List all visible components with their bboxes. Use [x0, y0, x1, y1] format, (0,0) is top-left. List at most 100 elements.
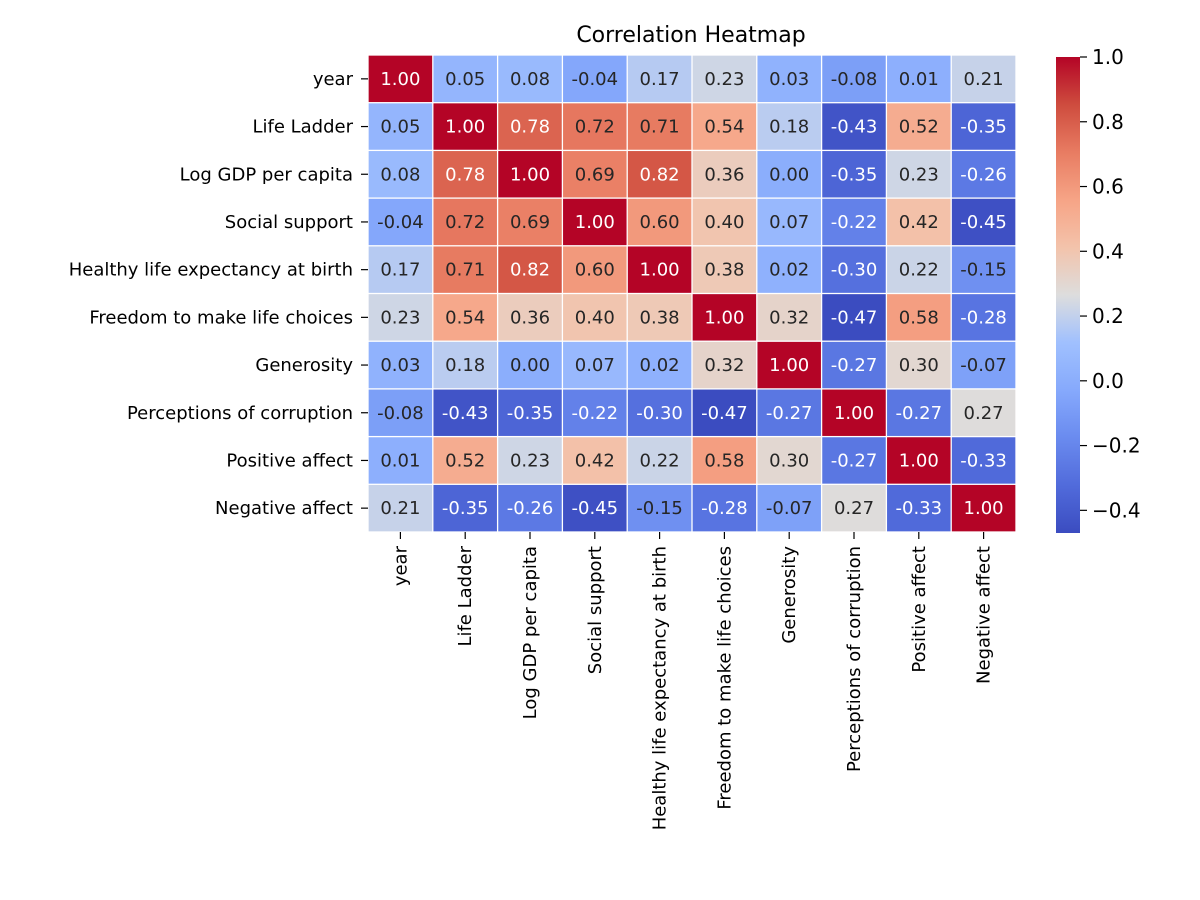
heatmap-cell-label: -0.26: [960, 164, 1007, 185]
heatmap-cell-label: 0.08: [380, 164, 420, 185]
heatmap-cell-label: 0.30: [899, 355, 939, 376]
heatmap-cell: [951, 294, 1016, 341]
colorbar-tick-label: 0.6: [1092, 175, 1124, 199]
heatmap-cell-label: 1.00: [769, 355, 809, 376]
heatmap-cell-label: 0.21: [380, 498, 420, 519]
heatmap-cell-label: 0.54: [704, 117, 744, 138]
x-tick-label: Life Ladder: [455, 545, 476, 646]
colorbar: 1.0 0.8 0.6 0.4 0.2 0.0 −0.2 −0.4: [1056, 45, 1141, 533]
heatmap-cell: [692, 246, 757, 293]
heatmap-cell-label: 0.00: [769, 164, 809, 185]
heatmap-cell-label: 0.05: [380, 117, 420, 138]
x-tick-label: Generosity: [779, 546, 800, 644]
y-tick-label: Freedom to make life choices: [89, 307, 353, 328]
heatmap-cell: [433, 341, 497, 389]
x-tick-label: Perceptions of corruption: [844, 546, 865, 772]
heatmap-cell-label: -0.35: [831, 164, 878, 185]
heatmap-cell: [692, 55, 757, 103]
x-tick-label: Negative affect: [974, 546, 995, 684]
heatmap-cell-label: 0.54: [445, 307, 485, 328]
heatmap-cell-label: -0.08: [831, 69, 878, 90]
heatmap-cell-label: 0.52: [445, 450, 485, 471]
heatmap-cell: [757, 246, 821, 293]
heatmap-cell: [498, 437, 562, 484]
heatmap-cell: [627, 103, 692, 150]
heatmap-cell: [887, 484, 951, 532]
y-tick-label: year: [313, 69, 354, 90]
colorbar-tick-label: −0.2: [1092, 434, 1141, 458]
heatmap-cell-label: 0.42: [899, 212, 939, 233]
heatmap-cell: [692, 294, 757, 341]
heatmap-cell-label: 0.05: [445, 69, 485, 90]
heatmap-cell: [822, 294, 886, 341]
heatmap-cell-label: 1.00: [834, 403, 874, 424]
heatmap-cell-label: 0.38: [640, 307, 680, 328]
heatmap-cell: [822, 246, 886, 293]
heatmap-cell: [757, 294, 821, 341]
heatmap-cell-label: -0.07: [766, 498, 813, 519]
heatmap-cell: [433, 389, 497, 436]
heatmap-cell: [692, 437, 757, 484]
y-tick-label: Social support: [225, 212, 353, 233]
heatmap-cell: [822, 484, 886, 532]
heatmap-cell: [951, 484, 1016, 532]
heatmap-cell: [433, 198, 497, 246]
heatmap-cell-label: 0.07: [575, 355, 615, 376]
heatmap-cell-label: -0.08: [377, 403, 424, 424]
heatmap-cell: [627, 151, 692, 198]
colorbar-tick-label: 0.0: [1092, 369, 1124, 393]
heatmap-cell: [822, 151, 886, 198]
heatmap-cell-label: 0.36: [510, 307, 550, 328]
x-tick-label: Positive affect: [909, 546, 930, 673]
heatmap-cell-label: 0.40: [575, 307, 615, 328]
heatmap-cell: [887, 294, 951, 341]
heatmap-cell: [498, 341, 562, 389]
y-tick-label: Perceptions of corruption: [127, 403, 353, 424]
heatmap-cell: [498, 151, 562, 198]
heatmap-cell: [887, 389, 951, 436]
heatmap-cell: [433, 103, 497, 150]
heatmap-cell: [498, 103, 562, 150]
heatmap-cell: [368, 437, 433, 484]
heatmap-cell-label: 0.72: [445, 212, 485, 233]
heatmap-cell: [563, 437, 627, 484]
heatmap-cell-label: 0.82: [640, 164, 680, 185]
heatmap-cell: [498, 484, 562, 532]
heatmap-cell-label: -0.43: [442, 403, 489, 424]
heatmap-cell: [822, 103, 886, 150]
heatmap-cells: [368, 55, 1016, 532]
heatmap-cell-label: 0.18: [769, 117, 809, 138]
heatmap-cell: [692, 151, 757, 198]
heatmap-cell: [627, 437, 692, 484]
heatmap-cell-label: 0.02: [769, 260, 809, 281]
x-tick-label: Social support: [585, 546, 606, 674]
heatmap-cell: [822, 55, 886, 103]
heatmap-cell-label: -0.15: [636, 498, 683, 519]
heatmap-cell-label: -0.47: [831, 307, 878, 328]
heatmap-cell: [563, 246, 627, 293]
heatmap-cell-label: 0.17: [380, 260, 420, 281]
heatmap-cell-label: 0.42: [575, 450, 615, 471]
heatmap-cell-label: -0.22: [572, 403, 619, 424]
heatmap-cell: [368, 246, 433, 293]
heatmap-cell-label: 0.78: [510, 117, 550, 138]
heatmap-cell: [822, 341, 886, 389]
heatmap-cell: [368, 103, 433, 150]
heatmap-cell-label: 0.23: [899, 164, 939, 185]
heatmap-cell: [887, 103, 951, 150]
heatmap-cell: [887, 246, 951, 293]
heatmap-cell: [951, 103, 1016, 150]
heatmap-cell: [368, 294, 433, 341]
heatmap-cell-label: 0.71: [445, 260, 485, 281]
heatmap-cell: [627, 198, 692, 246]
heatmap-cell-label: 0.27: [834, 498, 874, 519]
heatmap-cell: [563, 389, 627, 436]
heatmap-cell-label: 0.03: [769, 69, 809, 90]
heatmap-cell-label: 1.00: [445, 117, 485, 138]
heatmap-cell: [692, 198, 757, 246]
heatmap-cell: [433, 151, 497, 198]
heatmap-cell-label: -0.28: [960, 307, 1007, 328]
heatmap-cell-label: 0.17: [640, 69, 680, 90]
heatmap-cell-label: 0.69: [510, 212, 550, 233]
y-tick-label: Log GDP per capita: [180, 164, 353, 185]
